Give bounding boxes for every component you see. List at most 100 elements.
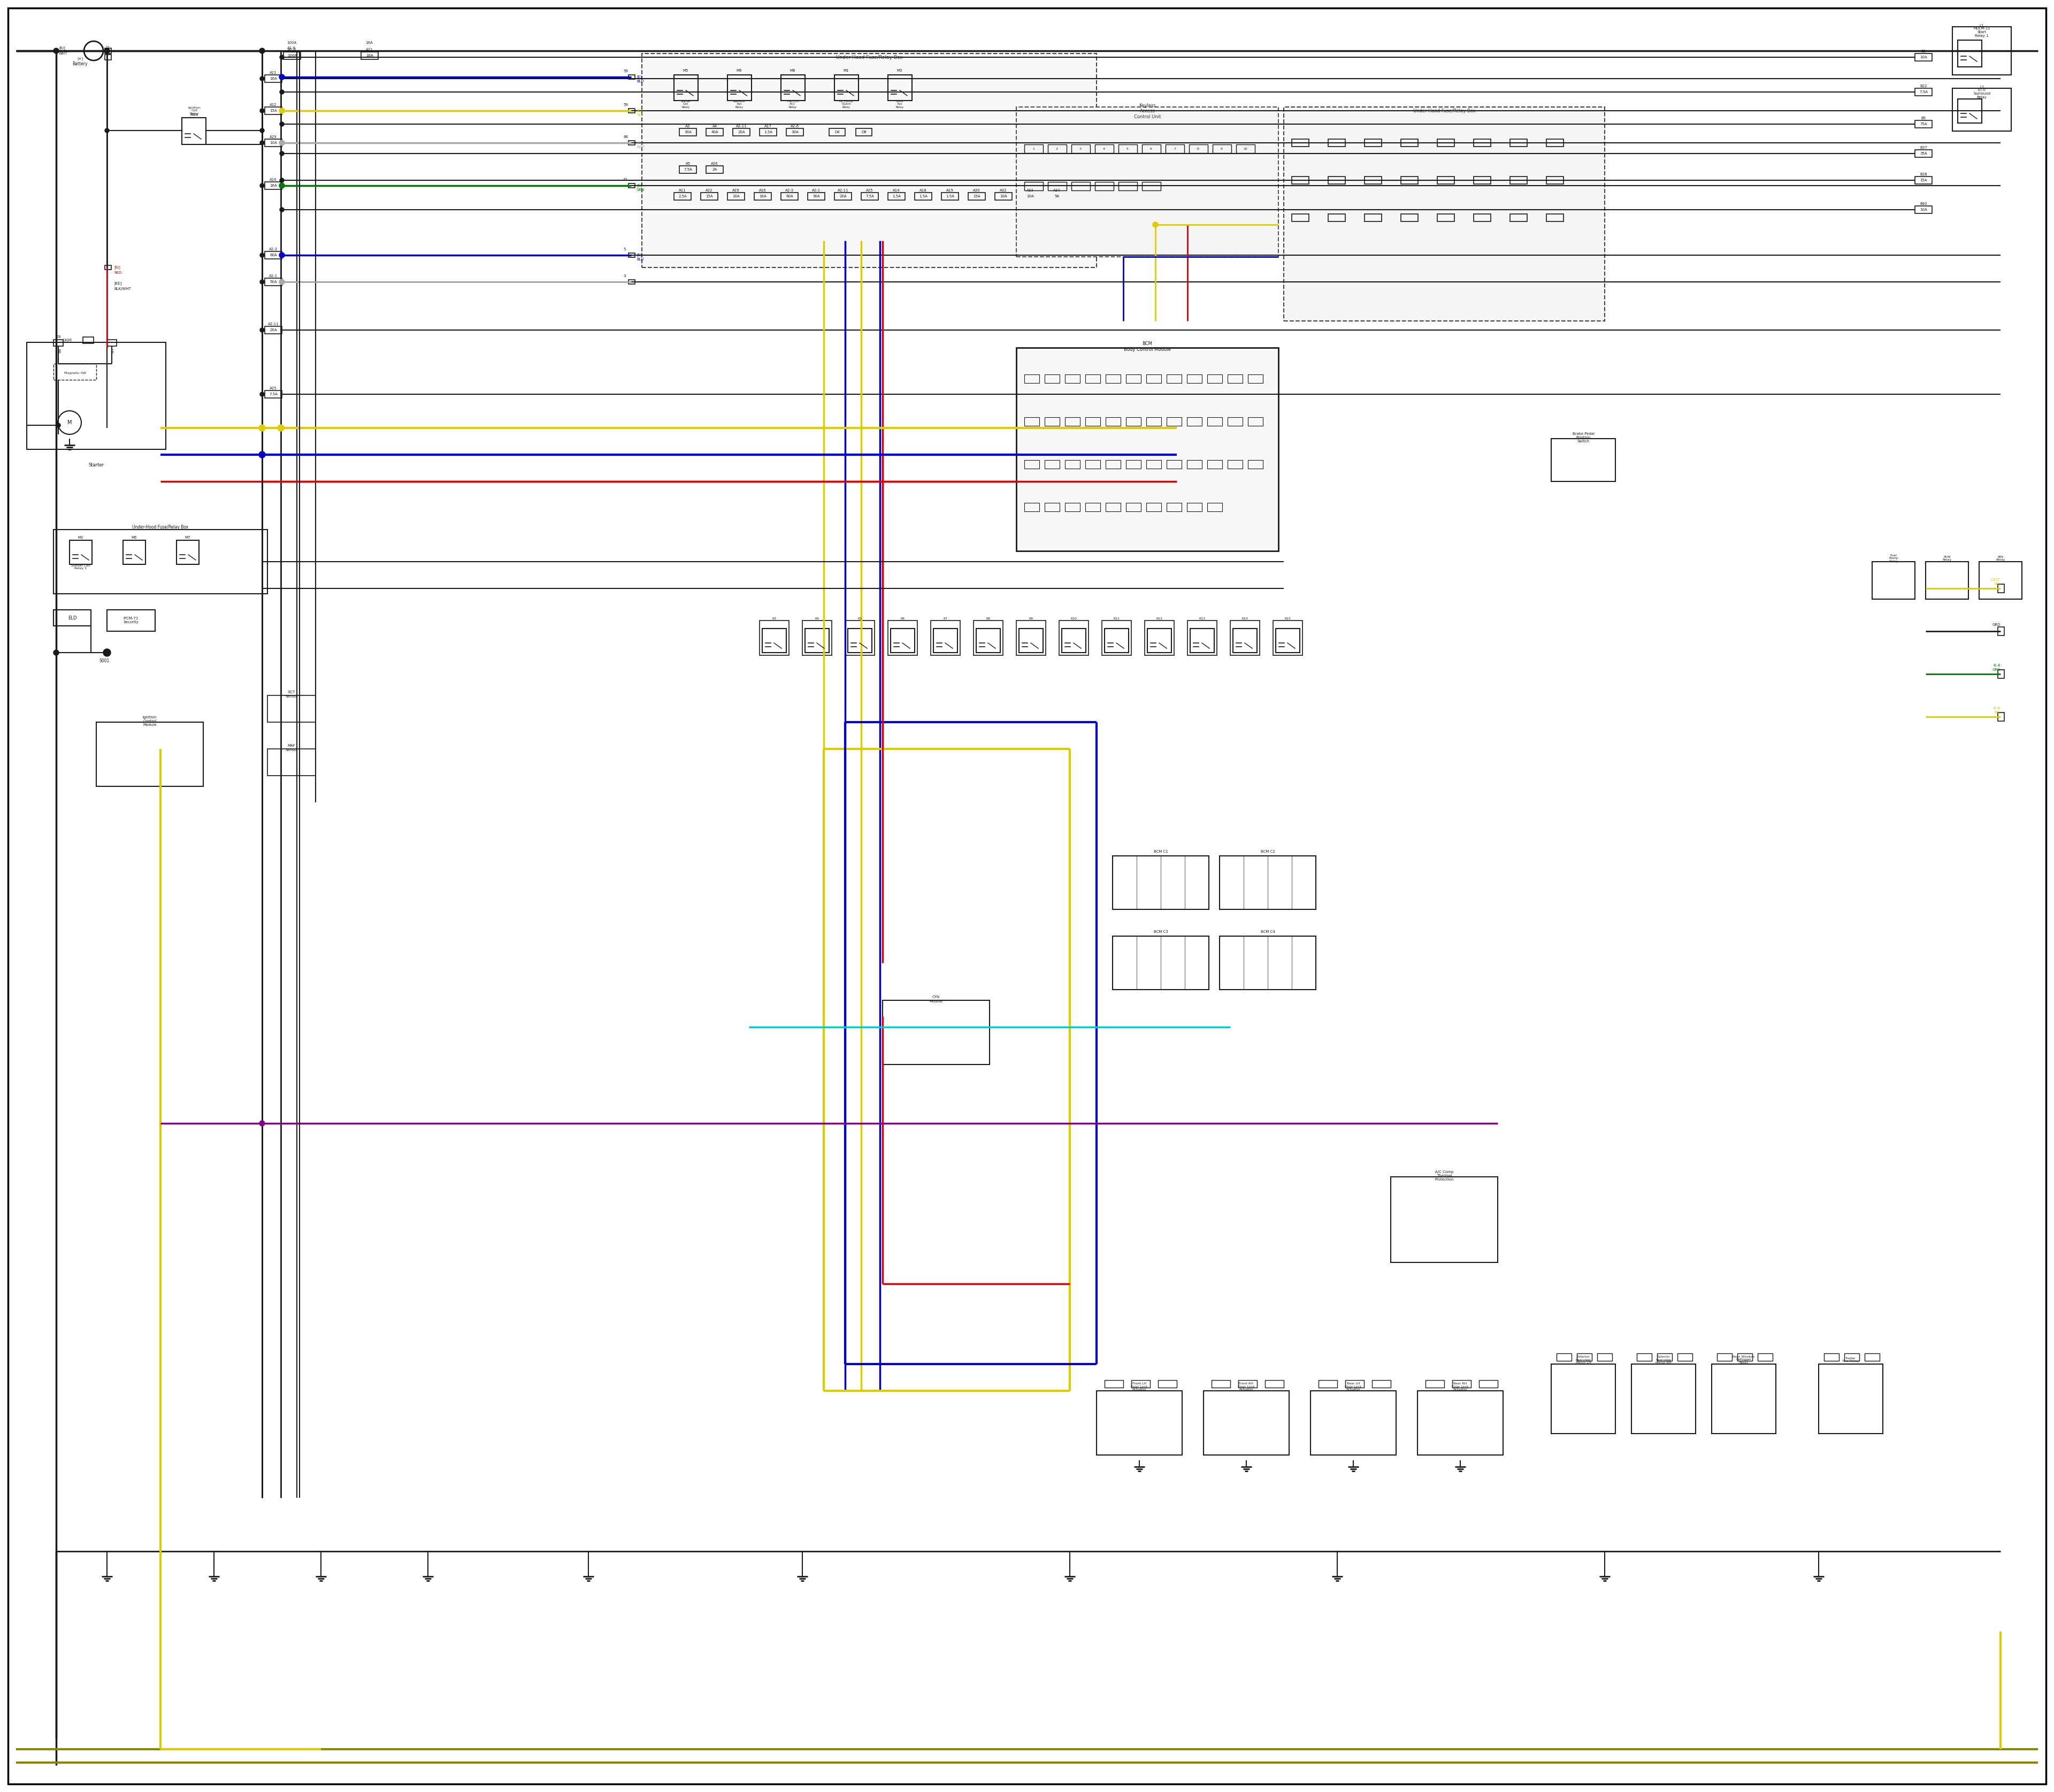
Bar xyxy=(1048,192,1066,201)
Bar xyxy=(1085,375,1101,383)
Text: 10A: 10A xyxy=(269,142,277,145)
Bar xyxy=(1510,213,1526,222)
Text: A16: A16 xyxy=(760,188,766,192)
Bar xyxy=(834,192,852,201)
Text: K7: K7 xyxy=(943,616,947,620)
Circle shape xyxy=(279,108,286,113)
Bar xyxy=(1021,192,1039,201)
Bar xyxy=(1189,145,1208,152)
Bar xyxy=(787,129,803,136)
Bar xyxy=(1824,1353,1838,1360)
Bar xyxy=(781,75,805,100)
Text: BCM C1: BCM C1 xyxy=(1154,849,1169,853)
Text: HDLM-11
Start
Relay 1: HDLM-11 Start Relay 1 xyxy=(1974,27,1990,38)
Bar xyxy=(1165,145,1185,152)
Bar xyxy=(1914,151,1933,158)
Text: K5: K5 xyxy=(857,616,863,620)
Bar xyxy=(1953,88,2011,131)
Bar xyxy=(781,192,799,201)
Text: BLU: BLU xyxy=(637,258,643,262)
Circle shape xyxy=(279,151,283,156)
Text: D8: D8 xyxy=(861,131,867,134)
Text: (+): (+) xyxy=(78,57,84,61)
Text: Under-Hood Fuse/Relay Box: Under-Hood Fuse/Relay Box xyxy=(1413,109,1475,113)
Text: 100A: 100A xyxy=(288,54,298,57)
Text: Ignition
Control
Module: Ignition Control Module xyxy=(142,715,156,726)
Text: A21: A21 xyxy=(269,72,277,73)
Bar xyxy=(1249,418,1263,426)
Text: EPS
Relay: EPS Relay xyxy=(1996,556,2005,561)
Text: BLU: BLU xyxy=(637,79,643,82)
Text: GRD: GRD xyxy=(1992,624,2001,627)
Text: [E]: [E] xyxy=(637,109,641,113)
Bar xyxy=(265,391,281,398)
Bar xyxy=(1999,713,2005,720)
Text: 20A: 20A xyxy=(269,328,277,332)
Bar xyxy=(1818,1364,1884,1434)
Text: IE-8
GRN: IE-8 GRN xyxy=(1992,665,2001,670)
Bar xyxy=(1401,177,1417,185)
Bar xyxy=(891,629,914,652)
Circle shape xyxy=(259,452,265,459)
Text: 16A: 16A xyxy=(760,195,766,197)
Text: RED: RED xyxy=(113,271,121,274)
Bar xyxy=(707,129,723,136)
Bar xyxy=(1105,418,1121,426)
Text: BLK/WHT: BLK/WHT xyxy=(113,287,131,290)
Bar xyxy=(1064,461,1080,468)
Bar xyxy=(1095,181,1113,190)
Bar xyxy=(914,192,933,201)
Bar xyxy=(267,695,316,722)
Bar xyxy=(183,118,205,145)
Bar xyxy=(1292,177,1308,185)
Text: Starter
Coil
Relay: Starter Coil Relay xyxy=(680,100,690,109)
Bar xyxy=(1999,670,2005,679)
Text: Battery: Battery xyxy=(72,61,88,66)
Bar xyxy=(807,192,826,201)
Text: A17: A17 xyxy=(764,125,772,127)
Bar xyxy=(70,539,92,564)
Text: 10A: 10A xyxy=(1027,195,1033,197)
Bar xyxy=(1126,461,1140,468)
Text: 10A: 10A xyxy=(1920,56,1927,59)
Bar xyxy=(1276,629,1300,652)
Bar xyxy=(1329,213,1345,222)
Bar xyxy=(1319,1380,1337,1387)
Bar xyxy=(883,1000,990,1064)
Text: MAF
Sensor: MAF Sensor xyxy=(286,744,298,751)
Bar xyxy=(1146,461,1161,468)
Bar xyxy=(1510,177,1526,185)
Bar xyxy=(267,749,316,776)
Bar xyxy=(1105,461,1121,468)
Text: M9: M9 xyxy=(737,70,741,72)
Bar xyxy=(848,629,871,652)
Bar xyxy=(265,108,281,115)
Bar xyxy=(1473,140,1491,147)
Text: Radiator
Fan
Relay: Radiator Fan Relay xyxy=(733,100,746,109)
Bar xyxy=(641,54,1097,267)
Text: K6: K6 xyxy=(900,616,904,620)
Text: 15A: 15A xyxy=(707,195,713,197)
Bar xyxy=(933,629,957,652)
Bar xyxy=(1045,418,1060,426)
Text: A4: A4 xyxy=(713,125,717,127)
Bar xyxy=(1598,1353,1612,1360)
Text: Rear Window
Defogger
Relay: Rear Window Defogger Relay xyxy=(1734,1355,1754,1364)
Bar xyxy=(1364,177,1382,185)
Text: 1: 1 xyxy=(107,52,109,56)
Bar xyxy=(265,75,281,82)
Bar xyxy=(1158,1380,1177,1387)
Bar xyxy=(1064,504,1080,511)
Bar xyxy=(1212,145,1230,152)
Bar xyxy=(1025,504,1039,511)
Bar xyxy=(1228,375,1243,383)
Bar xyxy=(1364,213,1382,222)
Text: 5: 5 xyxy=(1126,147,1128,151)
Text: Starter: Starter xyxy=(88,462,105,468)
Text: T1: T1 xyxy=(107,47,111,48)
Text: 7.5A: 7.5A xyxy=(1918,90,1929,93)
Text: D4: D4 xyxy=(834,131,840,134)
Bar xyxy=(1064,375,1080,383)
Bar xyxy=(53,364,97,380)
Text: A2-11: A2-11 xyxy=(838,188,848,192)
